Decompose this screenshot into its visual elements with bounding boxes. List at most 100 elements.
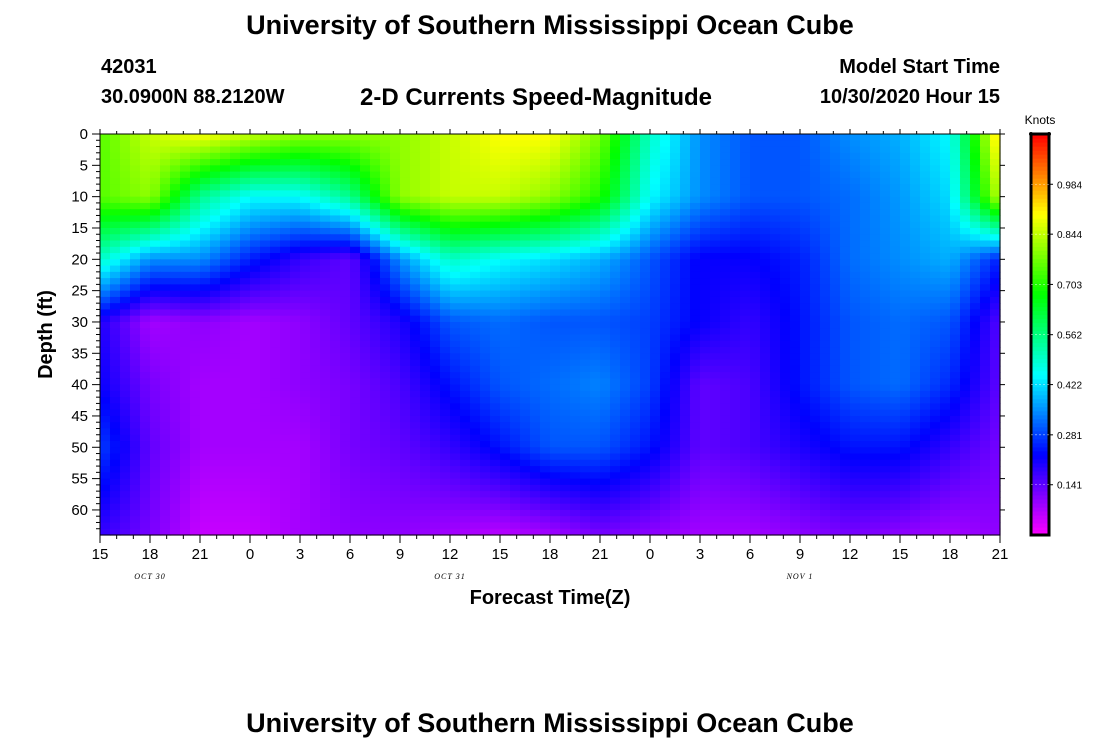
heatmap-cell [540, 259, 551, 267]
heatmap-cell [820, 240, 831, 248]
heatmap-cell [390, 347, 401, 354]
heatmap-cell [770, 353, 781, 361]
heatmap-cell [860, 459, 871, 467]
heatmap-cell [860, 466, 871, 473]
heatmap-cell [540, 146, 551, 154]
heatmap-cell [770, 184, 781, 191]
heatmap-cell [190, 365, 201, 373]
heatmap-cell [850, 246, 861, 254]
heatmap-cell [160, 246, 171, 254]
heatmap-cell [720, 152, 731, 160]
heatmap-cell [740, 453, 751, 461]
heatmap-cell [460, 303, 471, 311]
heatmap-cell [840, 209, 851, 217]
heatmap-cell [200, 459, 211, 467]
heatmap-cell [780, 441, 791, 448]
heatmap-cell [800, 303, 811, 311]
heatmap-cell [810, 453, 821, 461]
heatmap-cell [850, 303, 861, 311]
heatmap-cell [430, 177, 441, 185]
heatmap-cell [460, 202, 471, 210]
heatmap-cell [460, 397, 471, 405]
heatmap-cell [940, 171, 951, 179]
heatmap-cell [430, 372, 441, 379]
heatmap-cell [240, 321, 251, 329]
heatmap-cell [710, 422, 721, 430]
heatmap-cell [160, 384, 171, 392]
heatmap-cell [440, 190, 451, 198]
heatmap-cell [560, 184, 571, 191]
heatmap-cell [780, 146, 791, 154]
heatmap-cell [760, 190, 771, 198]
heatmap-cell [900, 177, 911, 185]
heatmap-cell [360, 253, 371, 260]
heatmap-cell [870, 328, 881, 336]
heatmap-cell [710, 184, 721, 191]
heatmap-cell [350, 202, 361, 210]
heatmap-cell [110, 328, 121, 336]
heatmap-cell [760, 253, 771, 260]
heatmap-cell [760, 347, 771, 354]
heatmap-cell [620, 441, 631, 448]
heatmap-cell [890, 202, 901, 210]
heatmap-cell [620, 365, 631, 373]
heatmap-cell [160, 334, 171, 342]
heatmap-cell [640, 190, 651, 198]
heatmap-cell [180, 278, 191, 285]
heatmap-cell [700, 296, 711, 304]
heatmap-cell [660, 309, 671, 317]
heatmap-cell [200, 441, 211, 448]
heatmap-cell [460, 190, 471, 198]
heatmap-cell [450, 165, 461, 173]
heatmap-cell [380, 184, 391, 191]
heatmap-cell [240, 202, 251, 210]
heatmap-cell [220, 140, 231, 148]
heatmap-cell [310, 134, 321, 141]
heatmap-cell [980, 422, 991, 430]
heatmap-cell [670, 184, 681, 191]
heatmap-cell [620, 209, 631, 217]
heatmap-cell [430, 221, 441, 229]
heatmap-cell [360, 190, 371, 198]
heatmap-cell [840, 184, 851, 191]
heatmap-cell [480, 321, 491, 329]
heatmap-cell [420, 309, 431, 317]
heatmap-cell [630, 397, 641, 405]
heatmap-cell [430, 202, 441, 210]
heatmap-cell [850, 278, 861, 285]
heatmap-cell [170, 340, 181, 348]
heatmap-cell [310, 171, 321, 179]
heatmap-cell [960, 434, 971, 442]
heatmap-cell [660, 265, 671, 273]
heatmap-cell [900, 290, 911, 298]
heatmap-cell [170, 284, 181, 292]
heatmap-cell [720, 315, 731, 323]
heatmap-cell [760, 459, 771, 467]
heatmap-cell [710, 177, 721, 185]
heatmap-cell [390, 453, 401, 461]
heatmap-cell [980, 466, 991, 473]
heatmap-cell [680, 134, 691, 141]
heatmap-cell [760, 240, 771, 248]
heatmap-cell [860, 353, 871, 361]
heatmap-cell [650, 190, 661, 198]
heatmap-cell [720, 202, 731, 210]
heatmap-cell [800, 365, 811, 373]
heatmap-cell [440, 453, 451, 461]
heatmap-cell [260, 303, 271, 311]
heatmap-cell [820, 403, 831, 411]
heatmap-cell [740, 309, 751, 317]
heatmap-cell [990, 296, 1001, 304]
heatmap-cell [320, 140, 331, 148]
heatmap-cell [200, 234, 211, 242]
heatmap-cell [770, 441, 781, 448]
heatmap-cell [820, 259, 831, 267]
heatmap-cell [410, 397, 421, 405]
heatmap-cell [300, 340, 311, 348]
heatmap-cell [810, 140, 821, 148]
heatmap-cell [700, 397, 711, 405]
heatmap-cell [220, 472, 231, 480]
heatmap-cell [920, 303, 931, 311]
heatmap-cell [350, 441, 361, 448]
heatmap-cell [400, 196, 411, 204]
